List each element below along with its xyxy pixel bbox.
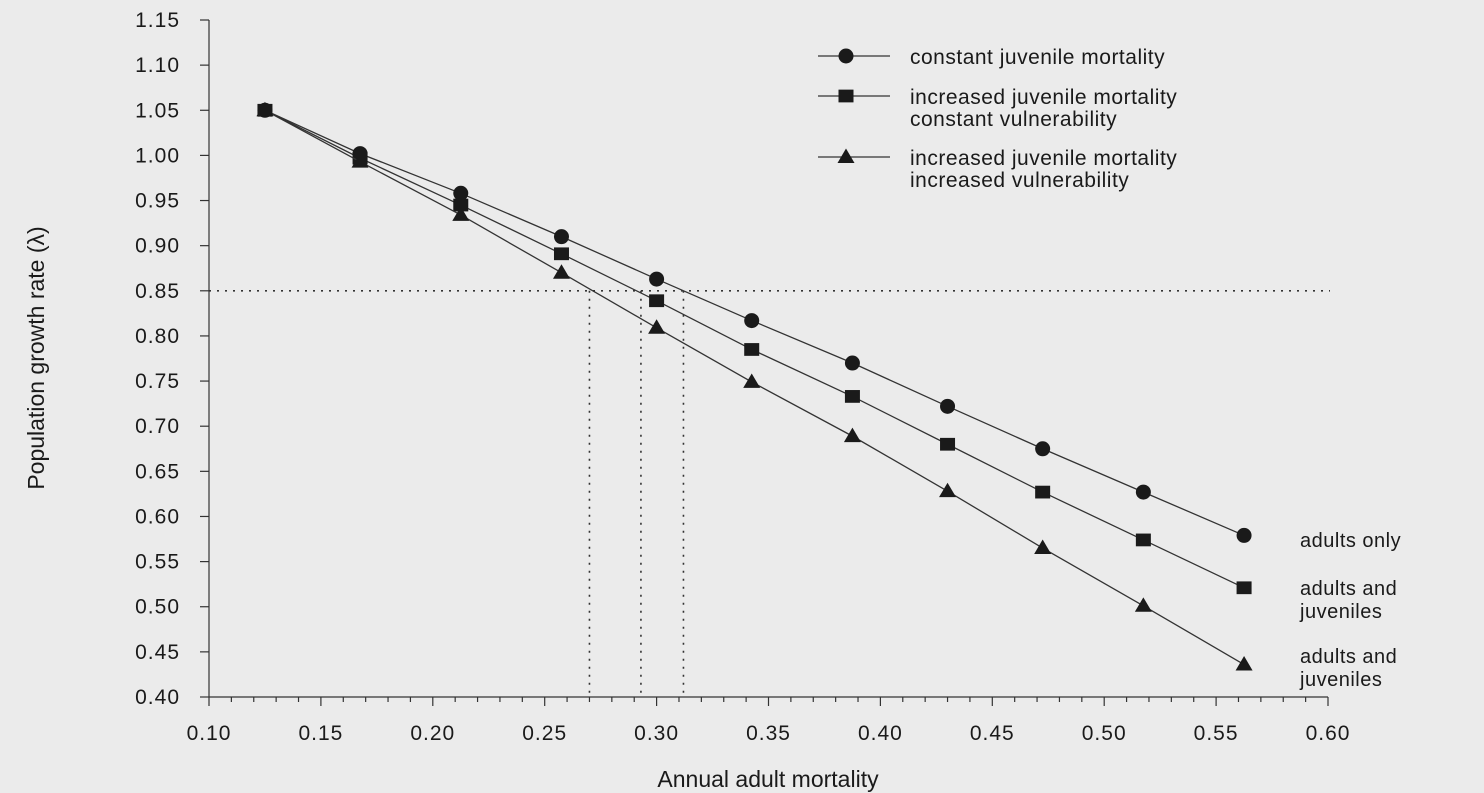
data-point-triangle [1235,656,1253,671]
y-tick-label: 0.60 [135,505,180,528]
reference-lines [209,289,1330,697]
series [256,101,1253,671]
legend-label: constant vulnerability [910,108,1117,131]
data-point-circle [844,355,860,371]
y-tick-label: 0.95 [135,190,180,213]
data-point-triangle [648,319,666,334]
x-tick-label: 0.50 [1082,722,1127,745]
data-point-triangle [552,264,570,279]
x-axis-ticks: 0.10 0.15 0.20 0.25 0.30 0.35 0.40 0.45 0.50 0.55… [187,697,1351,745]
y-tick-label: 0.45 [135,641,180,664]
data-point-triangle [939,482,957,498]
data-point-circle [1035,441,1051,457]
legend: constant juvenile mortality increased juv… [818,46,1177,192]
series-end-label: adults only [1300,530,1401,552]
x-tick-label: 0.25 [522,722,567,745]
legend-label: constant juvenile mortality [910,46,1165,69]
data-point-circle [1236,527,1252,543]
x-tick-label: 0.40 [858,722,903,745]
legend-label: increased juvenile mortality [910,86,1177,109]
y-axis-ticks: 0.40 0.45 0.50 0.55 0.60 0.65 0.70 0.75 0.80 0.85… [135,9,209,709]
data-point-circle [649,271,665,287]
y-tick-label: 1.05 [135,99,180,122]
y-tick-label: 0.40 [135,686,180,709]
x-tick-label: 0.60 [1306,722,1351,745]
legend-label: increased juvenile mortality [910,147,1177,170]
y-tick-label: 1.15 [135,9,180,32]
y-tick-label: 0.85 [135,280,180,303]
y-tick-label: 0.55 [135,551,180,574]
y-axis-title: Population growth rate (λ) [23,226,49,489]
y-tick-label: 0.75 [135,370,180,393]
x-tick-label: 0.55 [1194,722,1239,745]
series-end-label: juveniles [1299,669,1382,691]
data-point-square [553,247,569,261]
data-point-triangle [843,427,861,443]
series-end-label: adults and [1300,578,1397,600]
data-point-triangle [351,153,369,168]
series-end-label: juveniles [1299,601,1382,623]
data-point-triangle [1134,597,1152,612]
data-point-square [1135,533,1151,547]
y-tick-label: 0.70 [135,415,180,438]
data-point-triangle [743,373,761,388]
data-point-square [1236,581,1252,595]
x-tick-label: 0.10 [187,722,232,745]
axes [208,20,1328,698]
legend-label: increased vulnerability [910,169,1129,192]
legend-marker-circle [838,48,854,64]
legend-marker-square [838,89,854,103]
data-point-square [844,390,860,403]
y-tick-label: 0.65 [135,460,180,483]
legend-marker-triangle [837,148,855,163]
data-point-square [744,343,760,356]
data-point-circle [744,313,760,329]
y-tick-label: 1.00 [135,144,180,167]
data-point-square [1035,485,1051,499]
y-tick-label: 0.50 [135,596,180,619]
x-axis-title: Annual adult mortality [657,766,879,792]
data-point-circle [1135,484,1151,500]
data-point-square [453,198,469,212]
y-tick-label: 0.80 [135,325,180,348]
series-end-label: adults and [1300,646,1397,668]
data-point-square [649,294,665,308]
data-point-triangle [256,101,274,117]
data-point-triangle [1034,539,1052,555]
x-tick-label: 0.15 [298,722,343,745]
x-tick-label: 0.45 [970,722,1015,745]
data-point-circle [453,185,469,201]
data-point-square [940,437,956,451]
x-tick-label: 0.20 [410,722,455,745]
data-point-circle [553,229,569,245]
y-tick-label: 1.10 [135,54,180,77]
x-tick-label: 0.35 [746,722,791,745]
y-tick-label: 0.90 [135,235,180,258]
data-point-circle [940,398,956,414]
x-tick-label: 0.30 [634,722,679,745]
data-point-triangle [452,206,470,221]
